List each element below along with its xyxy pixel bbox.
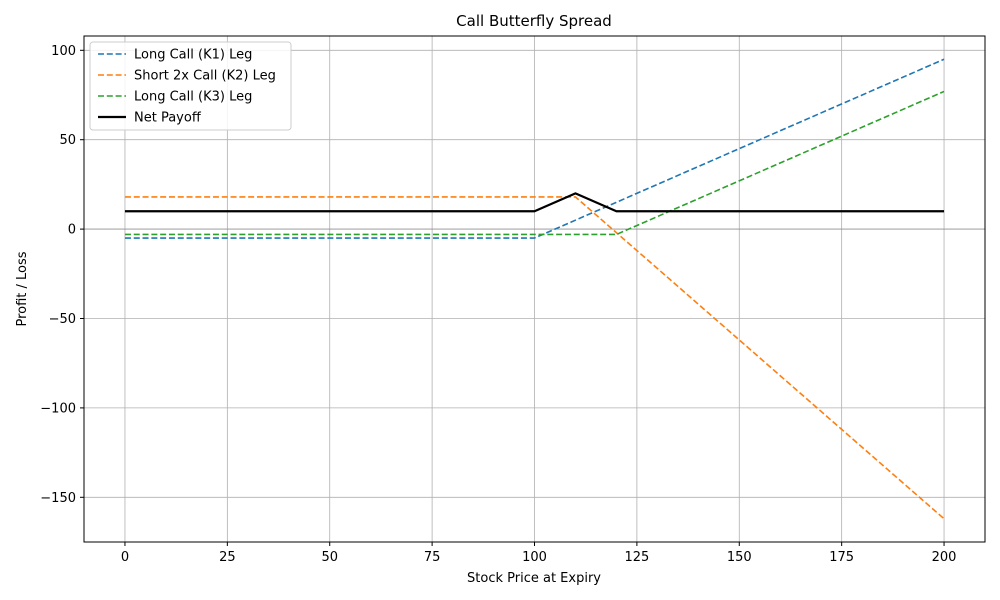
x-tick-label: 25 [219,550,236,565]
legend-label: Net Payoff [134,111,202,126]
x-axis-label: Stock Price at Expiry [467,571,601,586]
ticks: 0 25 50 75 100 125 150 175 200 −150 −100 −50 0 50 100 [40,44,956,565]
x-tick-label: 175 [829,550,854,565]
x-tick-label: 150 [727,550,752,565]
x-tick-label: 125 [624,550,649,565]
x-tick-label: 0 [121,550,129,565]
series-line-3 [124,90,945,236]
y-tick-label: 0 [68,223,76,238]
x-tick-label: 100 [522,550,547,565]
legend-label: Short 2x Call (K2) Leg [134,69,276,84]
y-tick-label: −50 [49,312,76,327]
series-layer [124,58,945,520]
chart-title: Call Butterfly Spread [456,12,612,30]
legend-box [89,41,292,131]
y-axis-label: Profit / Loss [15,251,30,326]
grid [84,36,985,542]
y-tick-label: −100 [40,401,76,416]
legend-label: Long Call (K3) Leg [134,90,252,105]
x-tick-label: 200 [932,550,957,565]
y-tick-label: −150 [40,491,76,506]
x-tick-label: 50 [321,550,338,565]
x-tick-label: 75 [424,550,441,565]
series-line-2 [124,196,945,520]
legend-label: Long Call (K1) Leg [134,48,252,63]
series-line-4 [124,192,945,213]
series-line-1 [124,58,945,239]
y-tick-label: 50 [59,133,76,148]
legend: Long Call (K1) Leg Short 2x Call (K2) Leg… [89,41,292,131]
y-tick-label: 100 [51,44,76,59]
